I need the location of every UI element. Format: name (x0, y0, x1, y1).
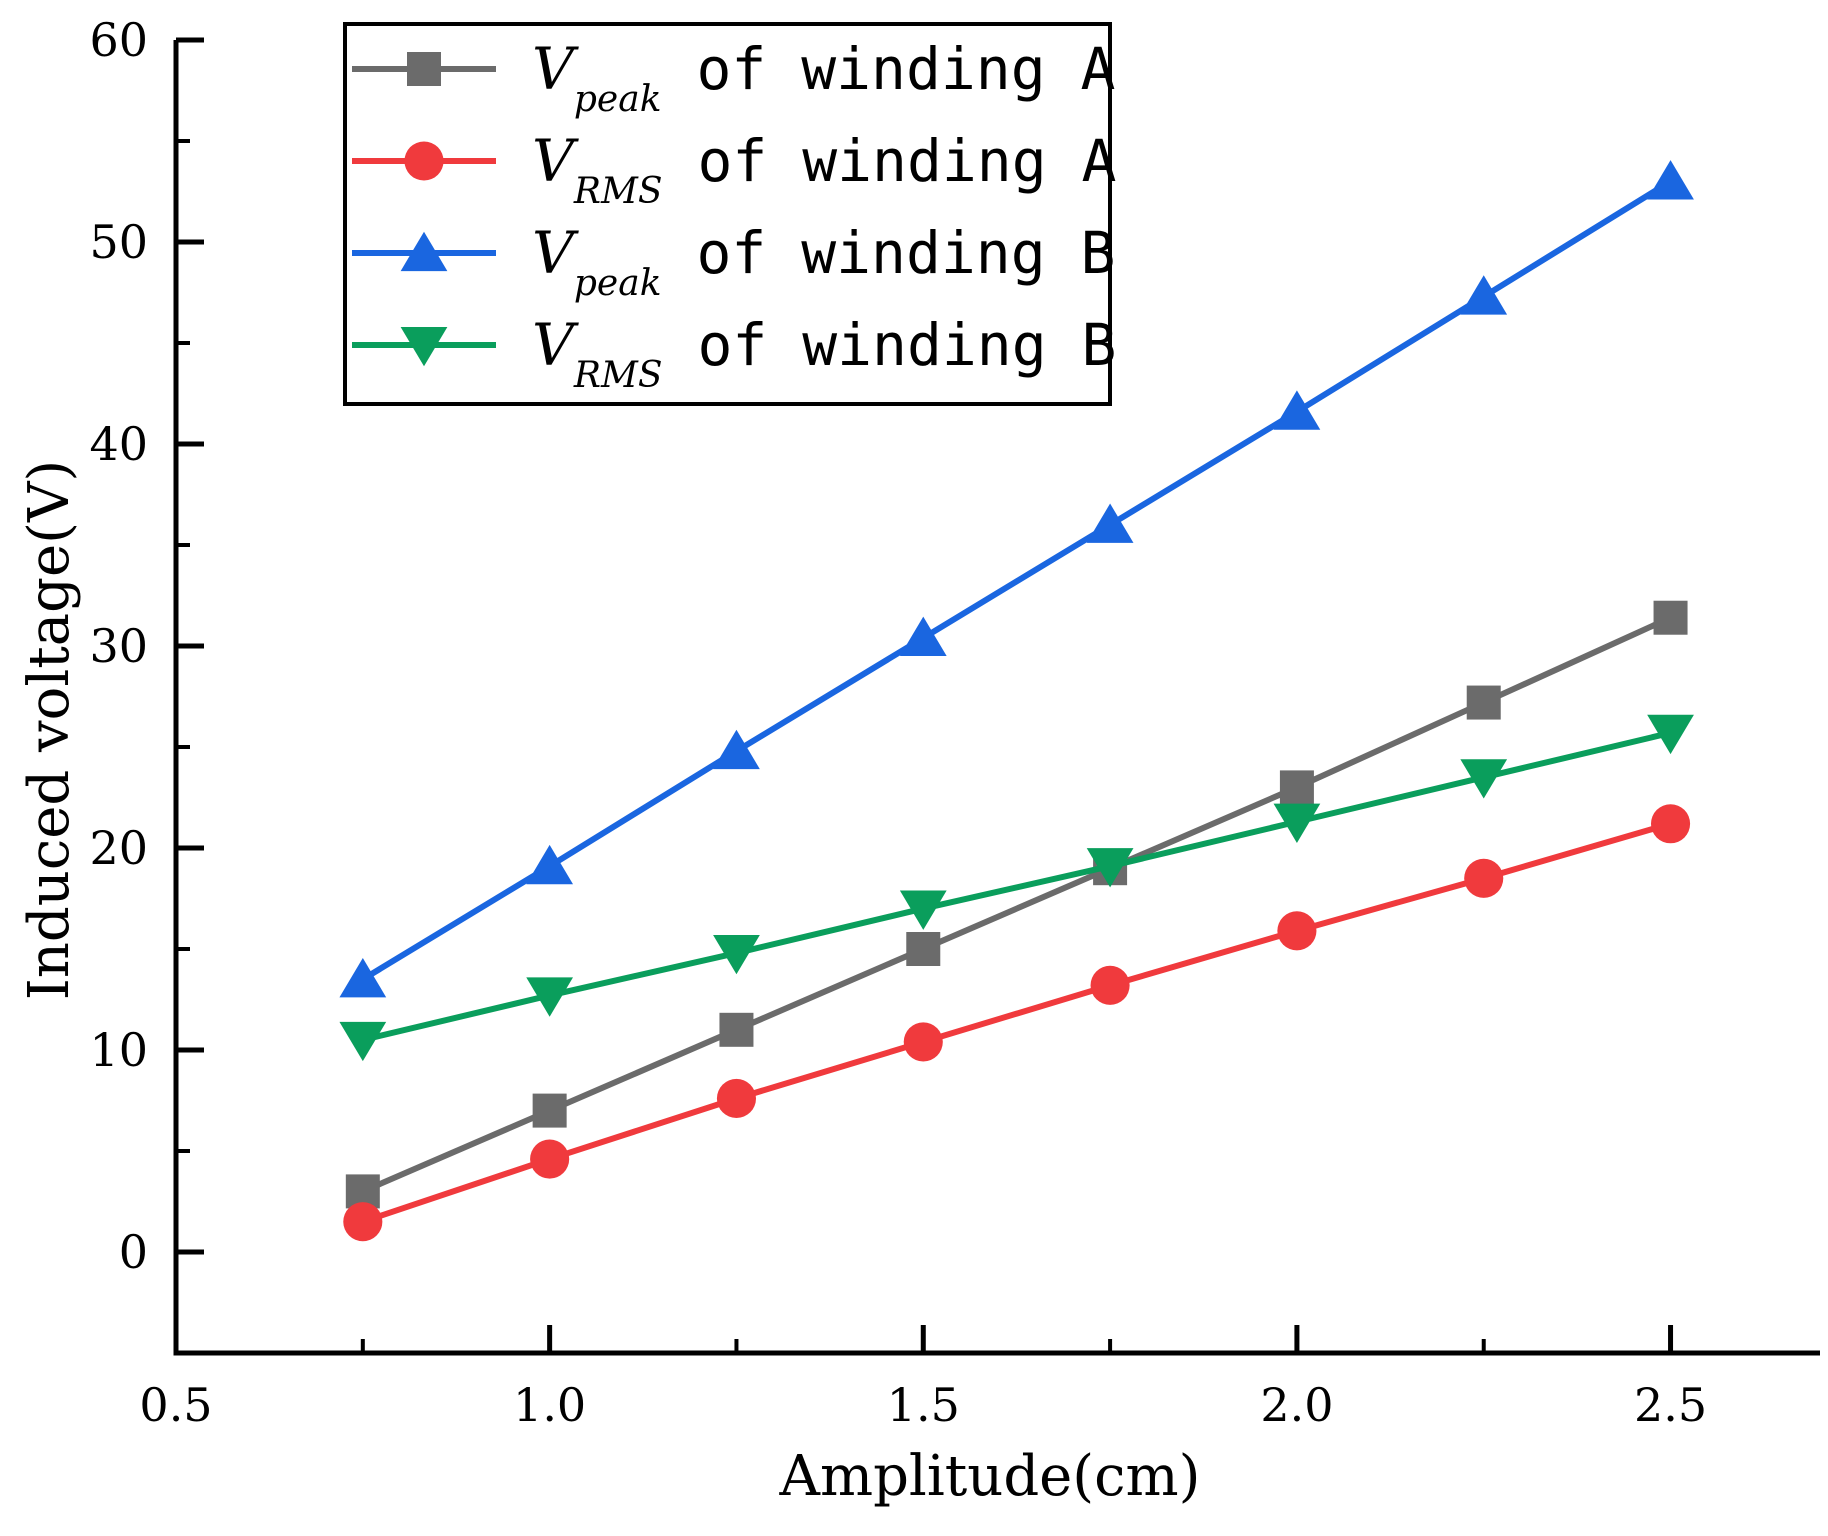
data-point (526, 844, 574, 885)
data-point (713, 934, 760, 975)
data-point (343, 1202, 383, 1242)
data-point (1086, 848, 1134, 888)
data-point (903, 1022, 943, 1062)
legend-item: VRMS of winding B (352, 311, 1116, 396)
legend-item: Vpeak of winding A (352, 35, 1115, 120)
data-point (1460, 275, 1508, 315)
data-point (899, 616, 947, 656)
data-point (1460, 759, 1508, 799)
legend-label: VRMS of winding B (532, 311, 1116, 396)
legend-label: VRMS of winding A (532, 127, 1116, 212)
series-line (362, 729, 1672, 1043)
legend-marker (400, 326, 448, 367)
data-point (1466, 685, 1501, 720)
y-tick-label: 50 (89, 215, 148, 269)
legend-box (343, 22, 1112, 406)
x-tick-label: 1.0 (513, 1378, 586, 1432)
series-line (361, 178, 1673, 982)
series-2 (343, 804, 1691, 1242)
legend-suffix: of winding B (663, 311, 1117, 379)
legend-marker (400, 231, 448, 272)
legend-suffix: of winding A (662, 35, 1116, 103)
x-tick-label: 1.5 (887, 1378, 960, 1432)
y-tick-label: 60 (89, 13, 148, 67)
series-3 (339, 160, 1694, 998)
data-point (532, 1093, 567, 1128)
y-tick-label: 40 (89, 417, 148, 471)
data-point (1086, 503, 1134, 543)
data-point (1464, 858, 1504, 898)
data-point (339, 958, 387, 998)
y-tick-label: 20 (89, 821, 148, 875)
legend-subscript: peak (574, 263, 662, 304)
legend-subscript: RMS (573, 171, 663, 212)
data-point (526, 977, 574, 1017)
series-layer (339, 160, 1694, 1242)
axes: 0 10 20 30 40 50 60 0.5 1.0 1.5 2.0 2.5 (89, 13, 1820, 1432)
y-tick-label: 10 (89, 1023, 148, 1077)
legend-symbol: V (532, 127, 579, 195)
legend-suffix: of winding A (663, 127, 1117, 195)
legend-subscript: RMS (573, 355, 663, 396)
data-point (1277, 911, 1317, 951)
data-point (899, 890, 947, 930)
x-tick-label: 2.5 (1634, 1378, 1707, 1432)
legend-label: Vpeak of winding A (532, 35, 1115, 120)
data-point (1273, 803, 1321, 843)
legend-marker (404, 141, 444, 181)
data-point (1647, 160, 1694, 200)
data-point (530, 1139, 570, 1179)
data-point (1647, 714, 1694, 755)
x-tick-label: 2.0 (1260, 1378, 1333, 1432)
data-point (713, 729, 760, 770)
data-point (1273, 390, 1321, 430)
legend-item: Vpeak of winding B (352, 219, 1115, 304)
legend-label: Vpeak of winding B (532, 219, 1115, 304)
y-tick-label: 0 (119, 1225, 148, 1279)
legend-subscript: peak (574, 79, 662, 120)
data-point (339, 1021, 387, 1062)
series-line (361, 614, 1672, 1195)
data-point (1090, 965, 1130, 1005)
data-point (1650, 804, 1691, 844)
data-point (719, 1012, 754, 1047)
series-line (361, 820, 1672, 1225)
series-1 (345, 600, 1688, 1209)
legend-suffix: of winding B (662, 219, 1116, 287)
legend-symbol: V (532, 219, 579, 287)
data-point (716, 1078, 757, 1119)
data-point (906, 932, 941, 966)
legend-symbol: V (532, 35, 579, 103)
x-tick-label: 0.5 (139, 1378, 212, 1432)
legend-item: VRMS of winding A (352, 127, 1116, 212)
data-point (1279, 770, 1314, 805)
x-axis-title: Amplitude(cm) (779, 1444, 1201, 1509)
y-tick-label: 30 (89, 619, 148, 673)
legend-marker (407, 52, 441, 86)
series-4 (339, 714, 1694, 1062)
data-point (1653, 600, 1688, 635)
legend-symbol: V (532, 311, 579, 379)
y-axis-title: Induced voltage(V) (17, 460, 82, 1001)
